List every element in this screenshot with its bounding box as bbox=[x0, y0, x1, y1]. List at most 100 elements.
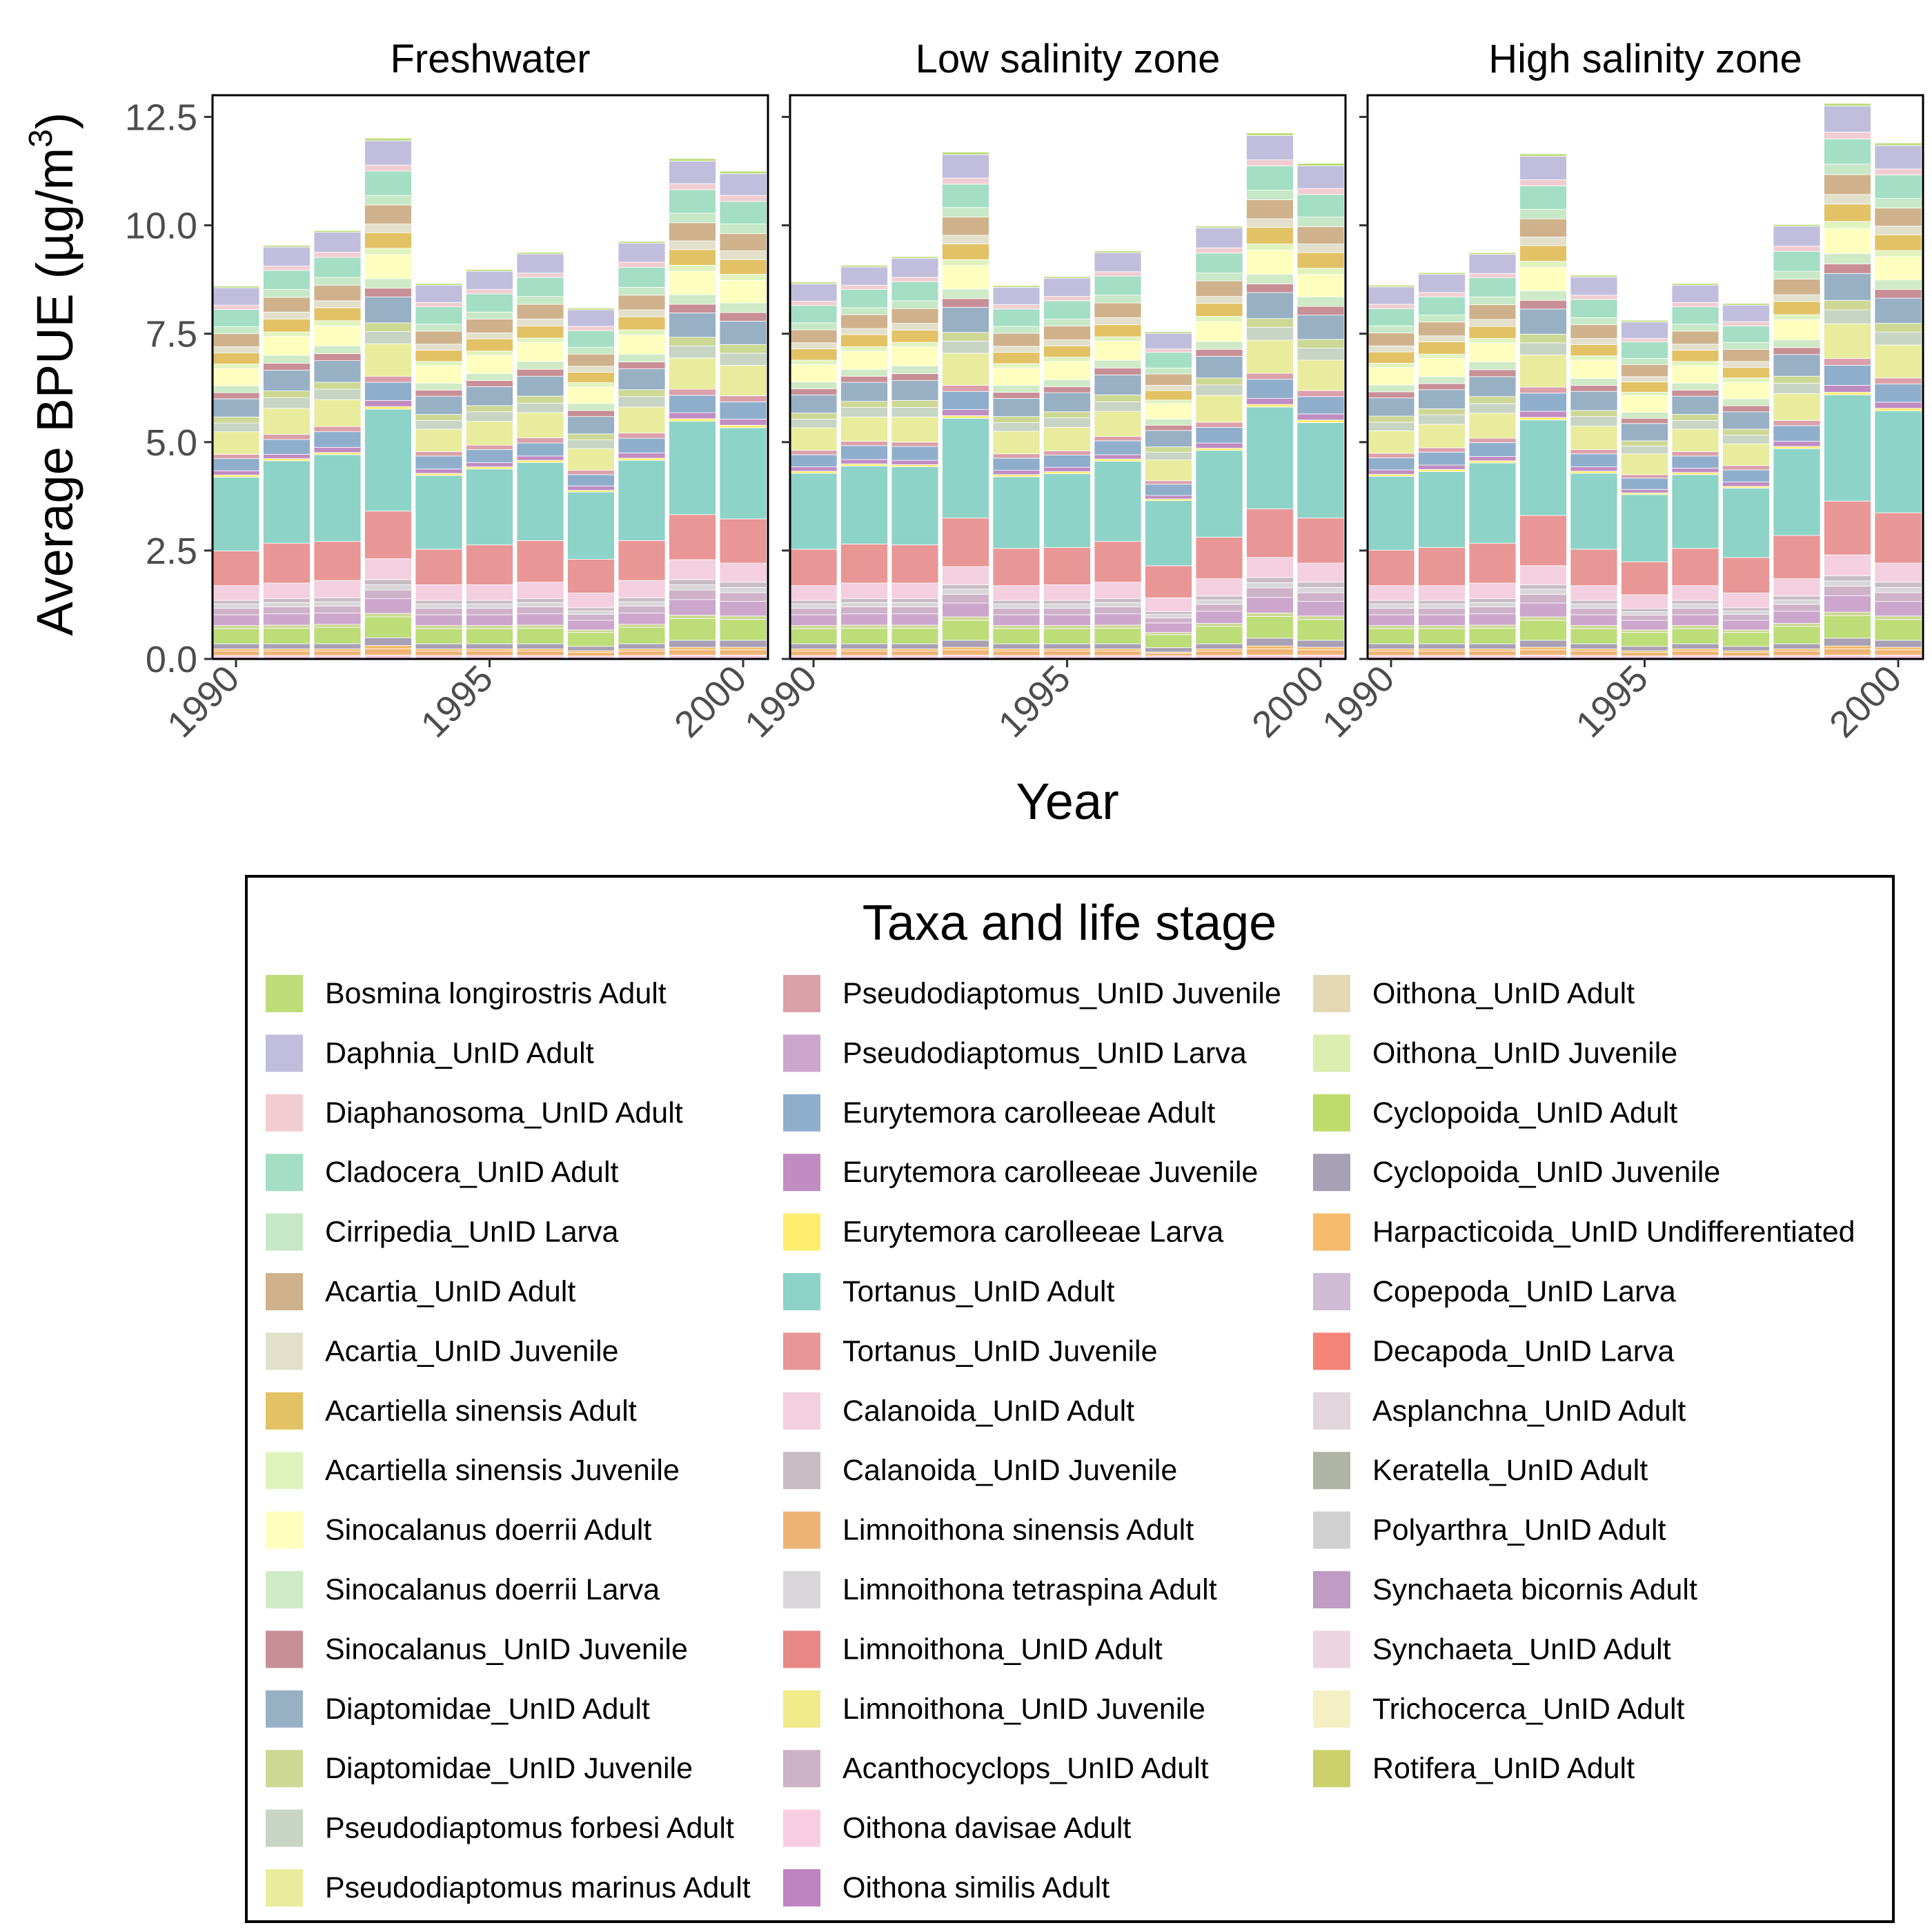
bar-segment-acanthocyclops-unid-adult bbox=[313, 605, 362, 613]
bar-segment-sinocalanus-doerrii-larva bbox=[1195, 341, 1243, 350]
bar-segment-harpacticoida-unid-undifferentiated bbox=[891, 649, 939, 652]
bar-segment-acartiella-sinensis-juvenile bbox=[364, 248, 412, 255]
legend-swatch bbox=[1313, 1094, 1350, 1132]
bar-segment-limnoithona-tetraspina-adult bbox=[840, 602, 888, 607]
bar-segment-eurytemora-carolleeae-adult bbox=[567, 474, 615, 486]
bar-segment-cyclopoida-unid-juvenile bbox=[719, 640, 767, 648]
bar-segment-diaptomidae-unid-juvenile bbox=[212, 416, 260, 424]
bar-stack-2000 bbox=[719, 170, 767, 660]
bar-segment-calanoida-unid-juvenile bbox=[313, 597, 362, 602]
bar-segment-pseudodiaptomus-marinus-adult bbox=[789, 427, 838, 451]
legend-label: Keratella_UnID Adult bbox=[1372, 1454, 1648, 1487]
bar-segment-tortanus-unid-juvenile bbox=[1246, 509, 1294, 558]
bar-segment-pseudodiaptomus-marinus-adult bbox=[516, 412, 564, 438]
bar-segment-diaphanosoma-unid-adult bbox=[1367, 304, 1415, 309]
bar-segment-acartia-unid-juvenile bbox=[1824, 194, 1871, 205]
legend-item-pseudodiaptomus-forbesi-adult: Pseudodiaptomus forbesi Adult bbox=[266, 1809, 734, 1847]
bar-segment-sinocalanus-doerrii-adult bbox=[1519, 267, 1567, 291]
legend-swatch bbox=[783, 1869, 820, 1906]
bar-segment-calanoida-unid-juvenile bbox=[466, 600, 513, 604]
bar-segment-acartiella-sinensis-juvenile bbox=[1094, 336, 1142, 342]
bar-segment-pseudodiaptomus-forbesi-adult bbox=[1824, 309, 1871, 324]
bar-segment-pseudodiaptomus-marinus-adult bbox=[1145, 460, 1192, 482]
bar-segment-sinocalanus-unid-juvenile bbox=[212, 392, 260, 400]
bar-segment-diaphanosoma-unid-adult bbox=[1824, 132, 1871, 139]
bar-segment-harpacticoida-unid-undifferentiated bbox=[364, 645, 412, 649]
bar-segment-eurytemora-carolleeae-larva bbox=[942, 415, 989, 419]
bar-segment-calanoida-unid-adult bbox=[415, 584, 463, 601]
legend-item-oithona-davisae-adult: Oithona davisae Adult bbox=[783, 1809, 1131, 1847]
bar-segment-eurytemora-carolleeae-juvenile bbox=[618, 453, 666, 459]
bar-segment-acartia-unid-adult bbox=[669, 222, 716, 241]
bar-segment-sinocalanus-doerrii-larva bbox=[1367, 384, 1415, 393]
bar-stack-1991 bbox=[263, 245, 310, 660]
bar-segment-tortanus-unid-adult bbox=[1246, 406, 1294, 509]
bar-segment-calanoida-unid-adult bbox=[1297, 562, 1345, 583]
bar-segment-pseudodiaptomus-unid-larva bbox=[1570, 614, 1618, 627]
bar-segment-diaptomidae-unid-adult bbox=[669, 313, 716, 338]
bar-segment-bosmina-longirostris-adult bbox=[1418, 272, 1466, 275]
bar-segment-acartia-unid-juvenile bbox=[789, 342, 838, 350]
bar-segment-harpacticoida-unid-undifferentiated bbox=[1094, 649, 1142, 652]
bar-segment-acartia-unid-juvenile bbox=[891, 323, 939, 331]
bar-segment-acanthocyclops-unid-adult bbox=[891, 607, 939, 615]
legend-swatch bbox=[783, 1452, 820, 1490]
bar-segment-calanoida-unid-juvenile bbox=[212, 600, 260, 604]
legend-swatch bbox=[1313, 1332, 1350, 1370]
bar-segment-cyclopoida-unid-juvenile bbox=[1043, 643, 1091, 649]
bar-segment-bosmina-longirostris-adult bbox=[1468, 627, 1517, 644]
bar-segment-pseudodiaptomus-marinus-adult bbox=[1297, 359, 1345, 391]
bar-segment-daphnia-unid-adult bbox=[263, 246, 310, 267]
bar-segment-bosmina-longirostris-adult bbox=[567, 632, 615, 647]
bar-segment-diaptomidae-unid-adult bbox=[415, 395, 463, 415]
legend-item-pseudodiaptomus-unid-larva: Pseudodiaptomus_UnID Larva bbox=[783, 1034, 1247, 1072]
bar-segment-sinocalanus-doerrii-larva bbox=[1621, 412, 1668, 419]
bar-segment-harpacticoida-unid-undifferentiated bbox=[263, 649, 310, 652]
bar-segment-tortanus-unid-juvenile bbox=[1519, 515, 1567, 566]
bar-segment-sinocalanus-doerrii-larva bbox=[1297, 296, 1345, 307]
bar-segment-diaphanosoma-unid-adult bbox=[415, 302, 463, 308]
bar-segment-eurytemora-carolleeae-larva bbox=[719, 424, 767, 428]
legend-swatch bbox=[266, 1511, 303, 1549]
bar-segment-daphnia-unid-adult bbox=[1519, 156, 1567, 180]
bar-segment-daphnia-unid-adult bbox=[1418, 274, 1466, 293]
bar-segment-calanoida-unid-adult bbox=[1722, 593, 1770, 609]
bar-segment-eurytemora-carolleeae-adult bbox=[1418, 451, 1466, 466]
bar-segment-bosmina-longirostris-adult bbox=[840, 627, 888, 644]
bar-segment-limnoithona-tetraspina-adult bbox=[1043, 603, 1091, 609]
bar-segment-acartiella-sinensis-adult bbox=[212, 352, 260, 365]
bar-segment-acartiella-sinensis-adult bbox=[1246, 227, 1294, 244]
bar-segment-acartia-unid-adult bbox=[516, 304, 564, 319]
bar-segment-cyclopoida-unid-juvenile bbox=[1824, 638, 1871, 647]
bar-stack-1997 bbox=[1145, 331, 1192, 660]
bar-segment-acartiella-sinensis-juvenile bbox=[313, 320, 362, 326]
bar-segment-tortanus-unid-juvenile bbox=[1621, 561, 1668, 595]
bar-segment-diaptomidae-unid-adult bbox=[1824, 273, 1871, 301]
bar-segment-acartiella-sinensis-juvenile bbox=[1773, 314, 1821, 320]
bar-segment-diaptomidae-unid-juvenile bbox=[1874, 615, 1922, 620]
bar-segment-acanthocyclops-unid-adult bbox=[1367, 608, 1415, 615]
bar-segment-acartiella-sinensis-juvenile bbox=[212, 364, 260, 369]
bar-segment-acartiella-sinensis-juvenile bbox=[669, 264, 716, 272]
bar-segment-cladocera-unid-adult bbox=[1367, 308, 1415, 326]
bar-segment-bosmina-longirostris-adult bbox=[1824, 615, 1871, 639]
bar-segment-bosmina-longirostris-adult bbox=[1367, 284, 1415, 288]
legend-swatch bbox=[266, 1034, 303, 1072]
bar-segment-cirripedia-unid-larva bbox=[1671, 324, 1719, 332]
bar-segment-cyclopoida-unid-juvenile bbox=[891, 643, 939, 649]
legend-item-eurytemora-carolleeae-juvenile: Eurytemora carolleeae Juvenile bbox=[783, 1154, 1258, 1192]
bar-segment-pseudodiaptomus-marinus-adult bbox=[212, 431, 260, 455]
bar-segment-cirripedia-unid-larva bbox=[212, 326, 260, 335]
bar-segment-bosmina-longirostris-adult bbox=[942, 151, 989, 155]
bar-segment-pseudodiaptomus-unid-juvenile bbox=[891, 442, 939, 447]
bar-segment-eurytemora-carolleeae-adult bbox=[719, 401, 767, 420]
bar-segment-limnoithona-tetraspina-adult bbox=[1418, 603, 1466, 609]
bar-segment-cladocera-unid-adult bbox=[1570, 299, 1618, 318]
bar-segment-tortanus-unid-juvenile bbox=[1824, 500, 1871, 555]
bar-segment-sinocalanus-unid-juvenile bbox=[618, 362, 666, 369]
bar-segment-acartiella-sinensis-adult bbox=[618, 316, 666, 331]
bar-segment-diaptomidae-unid-adult bbox=[1297, 315, 1345, 340]
bar-segment-diaphanosoma-unid-adult bbox=[1297, 188, 1345, 195]
bar-stack-1998 bbox=[1773, 224, 1821, 660]
bar-segment-acartia-unid-juvenile bbox=[1367, 345, 1415, 353]
